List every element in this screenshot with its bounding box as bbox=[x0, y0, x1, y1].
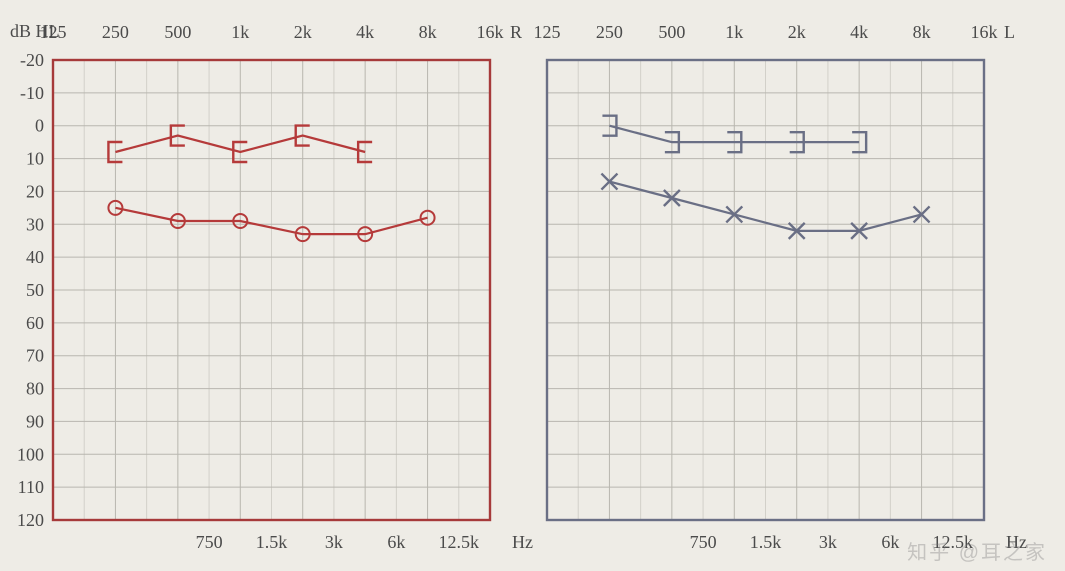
y-tick-90: 90 bbox=[26, 411, 44, 431]
x-top-left-125: 125 bbox=[534, 22, 561, 42]
x-top-left-16k: 16k bbox=[971, 22, 998, 42]
y-tick-10: 10 bbox=[26, 149, 44, 169]
y-tick-0: 0 bbox=[35, 116, 44, 136]
x-top-left-1k: 1k bbox=[725, 22, 743, 42]
y-tick-120: 120 bbox=[17, 510, 44, 530]
audiogram-container: dB HL-20-1001020304050607080901001101201… bbox=[0, 0, 1065, 571]
x-bottom-right-1.5k: 1.5k bbox=[256, 532, 288, 552]
x-top-left-8k: 8k bbox=[913, 22, 931, 42]
x-bottom-right-750: 750 bbox=[196, 532, 223, 552]
y-tick-110: 110 bbox=[18, 477, 44, 497]
audiogram-svg: dB HL-20-1001020304050607080901001101201… bbox=[0, 0, 1065, 571]
y-tick--20: -20 bbox=[20, 50, 44, 70]
y-tick-80: 80 bbox=[26, 379, 44, 399]
y-tick-100: 100 bbox=[17, 444, 44, 464]
x-top-right-1k: 1k bbox=[231, 22, 249, 42]
ear-label-left: L bbox=[1004, 22, 1015, 42]
grid-right bbox=[53, 60, 490, 520]
x-bottom-left-12.5k: 12.5k bbox=[933, 532, 974, 552]
x-bottom-left-750: 750 bbox=[690, 532, 717, 552]
y-tick-70: 70 bbox=[26, 346, 44, 366]
x-bottom-right-3k: 3k bbox=[325, 532, 343, 552]
y-tick-30: 30 bbox=[26, 214, 44, 234]
y-tick-50: 50 bbox=[26, 280, 44, 300]
x-top-left-4k: 4k bbox=[850, 22, 868, 42]
x-top-left-500: 500 bbox=[658, 22, 685, 42]
x-top-right-4k: 4k bbox=[356, 22, 374, 42]
x-unit-left: Hz bbox=[1006, 532, 1027, 552]
x-bottom-left-3k: 3k bbox=[819, 532, 837, 552]
x-top-left-2k: 2k bbox=[788, 22, 806, 42]
x-bottom-left-1.5k: 1.5k bbox=[750, 532, 782, 552]
x-top-right-8k: 8k bbox=[419, 22, 437, 42]
y-tick--10: -10 bbox=[20, 83, 44, 103]
y-tick-20: 20 bbox=[26, 181, 44, 201]
x-bottom-right-6k: 6k bbox=[387, 532, 405, 552]
grid-left bbox=[547, 60, 984, 520]
x-bottom-left-6k: 6k bbox=[881, 532, 899, 552]
y-tick-60: 60 bbox=[26, 313, 44, 333]
x-top-left-250: 250 bbox=[596, 22, 623, 42]
ear-label-right: R bbox=[510, 22, 522, 42]
x-unit-right: Hz bbox=[512, 532, 533, 552]
x-top-right-2k: 2k bbox=[294, 22, 312, 42]
x-bottom-right-12.5k: 12.5k bbox=[439, 532, 480, 552]
x-top-right-500: 500 bbox=[164, 22, 191, 42]
y-tick-40: 40 bbox=[26, 247, 44, 267]
x-top-right-16k: 16k bbox=[477, 22, 504, 42]
x-top-right-250: 250 bbox=[102, 22, 129, 42]
x-top-right-125: 125 bbox=[40, 22, 67, 42]
